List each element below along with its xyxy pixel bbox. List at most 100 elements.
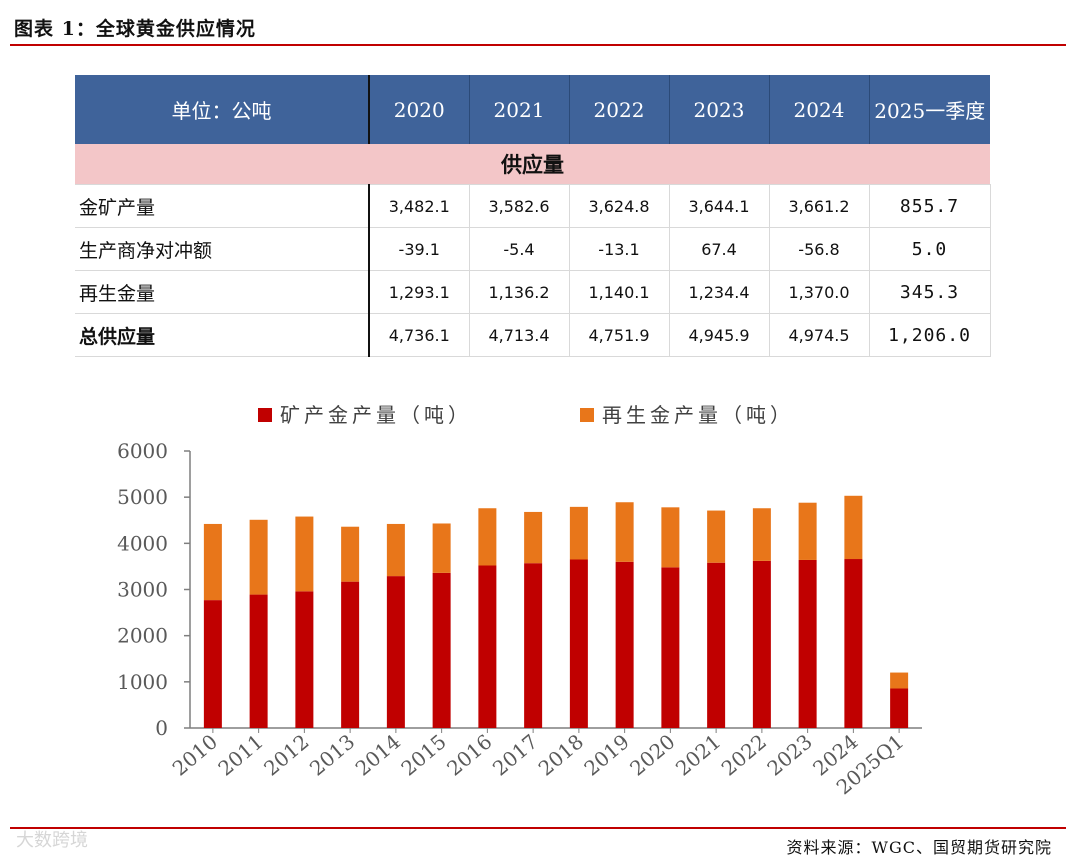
table-cell: 4,751.9 [569,313,670,357]
figure-title: 图表 1：全球黄金供应情况 [14,18,256,40]
table-cell: 4,945.9 [669,313,770,357]
table-cell: 4,974.5 [769,313,870,357]
table-cell: -39.1 [369,227,470,271]
table-cell: 1,293.1 [369,270,470,314]
bar-recycled-2011 [249,519,268,595]
header-2022: 2022 [569,75,670,144]
x-tick-label: 2015 [396,729,450,780]
bar-mine-2018 [569,559,588,728]
table-row: 生产商净对冲额 -39.1 -5.4 -13.1 67.4 -56.8 5.0 [75,227,991,271]
y-tick-label: 2000 [117,624,168,648]
x-tick-label: 2011 [213,729,267,780]
table-cell: -5.4 [469,227,570,271]
row-label: 再生金量 [75,270,370,314]
table-cell: 67.4 [669,227,770,271]
bar-mine-2020 [661,567,680,728]
bar-mine-2021 [707,562,726,728]
table-cell: 1,234.4 [669,270,770,314]
table-cell: 3,582.6 [469,184,570,228]
section-row: 供应量 [75,144,990,185]
bar-mine-2014 [386,576,405,728]
row-label: 总供应量 [75,313,370,357]
table-cell: 4,736.1 [369,313,470,357]
y-tick-label: 6000 [117,439,168,463]
section-label: 供应量 [75,144,990,185]
table-cell: -13.1 [569,227,670,271]
x-tick-label: 2012 [259,729,313,780]
table-cell: 1,370.0 [769,270,870,314]
table-cell: -56.8 [769,227,870,271]
table-row: 再生金量 1,293.1 1,136.2 1,140.1 1,234.4 1,3… [75,270,991,314]
y-tick-label: 0 [155,716,168,740]
bar-mine-2024 [844,559,863,728]
title-rule [10,44,1066,46]
bar-recycled-2021 [707,510,726,563]
x-tick-label: 2023 [762,729,816,780]
legend-swatch [258,408,272,422]
table-cell: 345.3 [869,270,991,314]
bar-mine-2013 [341,581,360,728]
bar-mine-2015 [432,572,451,728]
row-label: 生产商净对冲额 [75,227,370,271]
table-header-row: 单位：公吨 2020 2021 2022 2023 2024 2025一季度 [75,75,990,144]
bar-recycled-2014 [386,523,405,577]
bar-recycled-2025Q1 [890,672,909,689]
row-label: 金矿产量 [75,184,370,228]
source-note: 资料来源：WGC、国贸期货研究院 [786,838,1052,857]
table-cell: 5.0 [869,227,991,271]
bar-mine-2011 [249,594,268,728]
x-tick-label: 2019 [579,729,633,780]
supply-table: 单位：公吨 2020 2021 2022 2023 2024 2025一季度 供… [75,75,991,357]
legend-label: 再生金产量（吨） [602,403,794,427]
x-tick-label: 2017 [488,729,542,780]
watermark: 大数跨境 [16,830,88,851]
x-tick-label: 2014 [351,729,405,780]
header-unit: 单位：公吨 [75,75,370,144]
x-tick-label: 2016 [442,729,496,780]
table-cell: 3,661.2 [769,184,870,228]
table-cell: 3,624.8 [569,184,670,228]
bar-mine-2017 [524,563,543,728]
header-2021: 2021 [469,75,570,144]
bar-mine-2010 [203,600,222,728]
x-tick-label: 2022 [717,729,771,780]
bar-recycled-2016 [478,508,497,566]
table-cell: 4,713.4 [469,313,570,357]
y-tick-label: 5000 [117,485,168,509]
header-2020: 2020 [369,75,470,144]
bar-recycled-2015 [432,523,451,573]
x-tick-label: 2020 [625,729,679,780]
table-row: 总供应量 4,736.1 4,713.4 4,751.9 4,945.9 4,9… [75,313,991,357]
bar-mine-2019 [615,561,634,728]
x-tick-label: 2021 [671,729,725,780]
legend-swatch [580,408,594,422]
bar-mine-2012 [295,591,314,728]
y-tick-label: 3000 [117,578,168,602]
bar-recycled-2020 [661,507,680,568]
bar-recycled-2012 [295,516,314,592]
bar-recycled-2010 [203,523,222,601]
bar-recycled-2013 [341,526,360,582]
x-tick-label: 2018 [534,729,588,780]
x-tick-label: 2013 [305,729,359,780]
bar-recycled-2018 [569,506,588,560]
bar-recycled-2019 [615,502,634,562]
header-2024: 2024 [769,75,870,144]
stacked-bar-chart: 0100020003000400050006000201020112012201… [117,403,922,799]
table-cell: 1,136.2 [469,270,570,314]
table-cell: 1,206.0 [869,313,991,357]
bar-recycled-2023 [798,502,817,560]
table-cell: 3,644.1 [669,184,770,228]
bar-mine-2023 [798,559,817,728]
legend-label: 矿产金产量（吨） [280,403,472,427]
bar-recycled-2024 [844,495,863,560]
table-cell: 855.7 [869,184,991,228]
footer-rule [10,827,1066,829]
bar-mine-2022 [752,560,771,728]
y-tick-label: 4000 [117,531,168,555]
table-cell: 1,140.1 [569,270,670,314]
x-tick-label: 2010 [168,729,222,780]
table-cell: 3,482.1 [369,184,470,228]
bar-recycled-2017 [524,511,543,564]
table-row: 金矿产量 3,482.1 3,582.6 3,624.8 3,644.1 3,6… [75,184,991,228]
